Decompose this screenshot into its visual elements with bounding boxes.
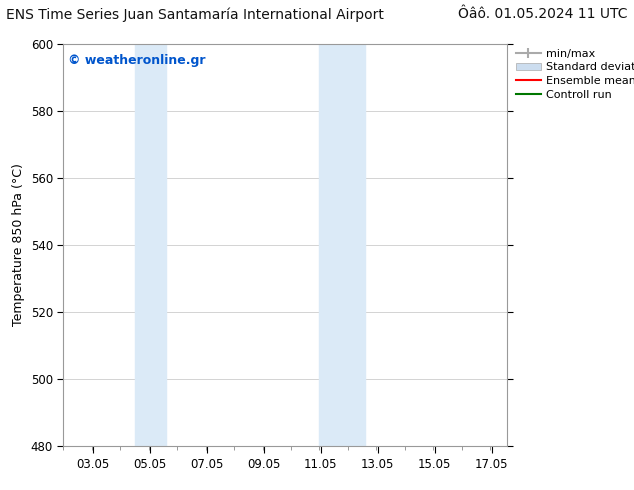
Text: ENS Time Series Juan Santamaría International Airport: ENS Time Series Juan Santamaría Internat… bbox=[6, 7, 384, 22]
Text: Ôâô. 01.05.2024 11 UTC: Ôâô. 01.05.2024 11 UTC bbox=[458, 7, 628, 22]
Text: © weatheronline.gr: © weatheronline.gr bbox=[68, 54, 205, 67]
Y-axis label: Temperature 850 hPa (°C): Temperature 850 hPa (°C) bbox=[12, 164, 25, 326]
Legend: min/max, Standard deviation, Ensemble mean run, Controll run: min/max, Standard deviation, Ensemble me… bbox=[512, 44, 634, 105]
Bar bbox=[320, 44, 365, 446]
Bar bbox=[134, 44, 166, 446]
